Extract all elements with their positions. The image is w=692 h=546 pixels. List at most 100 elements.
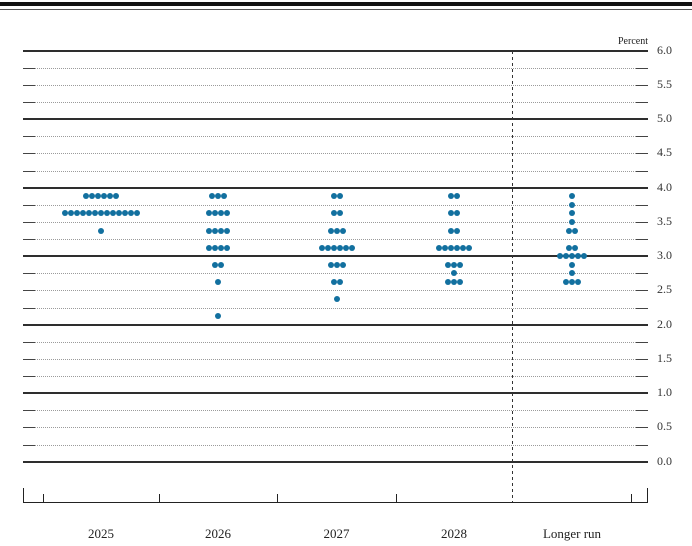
projection-dot (318, 244, 325, 251)
projection-dot (74, 210, 80, 217)
gridline-right-tick (636, 410, 648, 412)
y-tick-label: 2.0 (657, 316, 672, 331)
projection-dot (466, 244, 472, 251)
gridline-minor (23, 376, 648, 378)
projection-dot (206, 244, 212, 251)
y-tick-label: 4.5 (657, 145, 672, 160)
projection-dot (569, 270, 575, 277)
gridline-right-tick (636, 427, 648, 429)
projection-dot (324, 244, 331, 251)
gridline-left-tick (23, 444, 35, 446)
projection-dot (348, 244, 355, 251)
projection-dot (448, 244, 454, 251)
projection-dot (333, 227, 340, 234)
gridline-left-tick (23, 67, 35, 69)
dot-row (215, 278, 221, 285)
projection-dot (333, 261, 340, 268)
dot-row (445, 278, 463, 285)
projection-dot (221, 193, 227, 200)
y-tick-label: 6.0 (657, 42, 672, 57)
projection-dot (569, 218, 575, 225)
y-tick-label: 5.5 (657, 76, 672, 91)
gridline-right-tick (636, 170, 648, 172)
projection-dot (575, 278, 581, 285)
dot-row (98, 227, 104, 234)
projection-dot (224, 244, 230, 251)
y-axis-unit-label: Percent (618, 36, 648, 47)
projection-dot (448, 227, 454, 234)
gridline-right-tick (636, 273, 648, 275)
projection-dot (330, 193, 337, 200)
y-tick-label: 2.5 (657, 282, 672, 297)
dot-row (566, 227, 578, 234)
projection-dot (68, 210, 74, 217)
x-axis-tick (159, 494, 160, 502)
projection-dot (95, 193, 101, 200)
gridline-minor (23, 102, 648, 104)
projection-dot (454, 210, 460, 217)
projection-dot (333, 296, 340, 302)
dot-row (206, 244, 230, 251)
y-tick-label: 3.0 (657, 248, 672, 263)
gridline-major (23, 118, 648, 121)
longer-run-separator (512, 50, 513, 502)
projection-dot (224, 210, 230, 217)
projection-dot (448, 210, 454, 217)
gridline-minor (23, 427, 648, 429)
gridline-right-tick (636, 290, 648, 292)
x-category-label: 2025 (88, 526, 114, 541)
gridline-minor (23, 341, 648, 343)
gridline-right-tick (636, 136, 648, 138)
projection-dot (436, 244, 442, 251)
gridline-left-tick (23, 273, 35, 275)
dot-row (330, 210, 343, 217)
gridline-left-tick (23, 153, 35, 155)
projection-dot (457, 278, 463, 285)
projection-dot (569, 210, 575, 217)
gridline-right-tick (636, 376, 648, 378)
projection-dot (336, 193, 343, 200)
dot-row (566, 244, 578, 251)
gridline-major (23, 460, 648, 463)
dot-row (557, 253, 587, 260)
dot-row (569, 210, 575, 217)
gridline-left-tick (23, 410, 35, 412)
projection-dot (218, 261, 224, 268)
projection-dot (460, 244, 466, 251)
x-axis-tick (631, 494, 632, 502)
dot-row (209, 193, 227, 200)
projection-dot (98, 210, 104, 217)
projection-dot (572, 227, 578, 234)
projection-dot (569, 201, 575, 208)
projection-dot (330, 244, 337, 251)
gridline-major (23, 255, 648, 258)
dot-row (327, 227, 346, 234)
projection-dot (212, 227, 218, 234)
gridline-right-tick (636, 153, 648, 155)
dot-row (563, 278, 581, 285)
dot-row (318, 244, 355, 251)
projection-dot (101, 193, 107, 200)
gridline-left-tick (23, 358, 35, 360)
y-tick-label: 4.0 (657, 179, 672, 194)
gridline-major (23, 186, 648, 189)
projection-dot (569, 261, 575, 268)
dot-row (330, 193, 343, 200)
projection-dot (330, 278, 337, 285)
gridline-right-tick (636, 358, 648, 360)
gridline-left-tick (23, 239, 35, 241)
dot-row (206, 227, 230, 234)
projection-dot (563, 278, 569, 285)
x-category-label: 2026 (205, 526, 231, 541)
projection-dot (327, 227, 334, 234)
gridline-major (23, 323, 648, 326)
projection-dot (209, 193, 215, 200)
dot-row (206, 210, 230, 217)
gridline-left-tick (23, 290, 35, 292)
dot-row (327, 261, 346, 268)
x-axis-tick (396, 494, 397, 502)
x-axis-tick (277, 494, 278, 502)
projection-dot (128, 210, 134, 217)
dot-row (330, 278, 343, 285)
gridline-minor (23, 67, 648, 69)
